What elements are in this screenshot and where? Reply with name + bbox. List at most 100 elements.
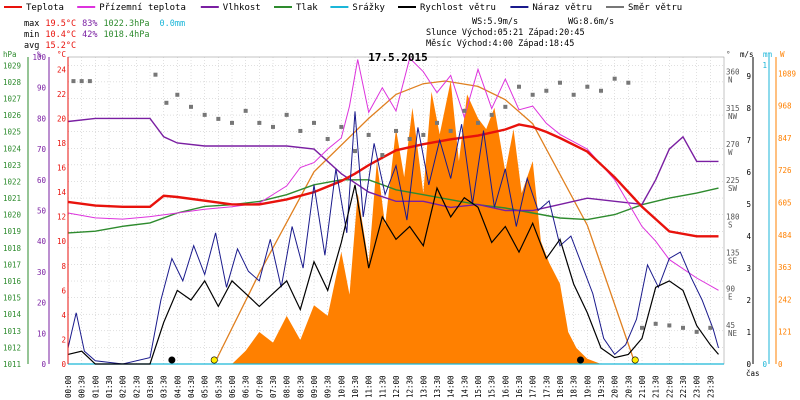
wind-direction-point [626, 80, 631, 85]
x-tick-label: 09:30 [324, 375, 333, 398]
x-tick-label: 16:00 [501, 375, 510, 398]
wind-direction-point [489, 112, 494, 117]
humidity-tick-label: 0 [41, 360, 46, 369]
wind-direction-point [571, 92, 576, 97]
solar-tick-label: 484 [778, 231, 792, 240]
pressure-tick-label: 1021 [3, 194, 21, 203]
pressure-tick-label: 1012 [3, 343, 21, 352]
direction-compass-label: NE [728, 329, 738, 338]
wind-direction-point [339, 124, 344, 129]
x-tick-label: 18:30 [570, 375, 579, 398]
x-tick-label: 08:00 [283, 375, 292, 398]
wind-direction-point [164, 100, 169, 105]
direction-deg-label: 225 [726, 176, 740, 185]
moonset-marker [576, 356, 584, 364]
pressure-tick-label: 1013 [3, 327, 21, 336]
humidity-tick-label: 100 [32, 53, 46, 62]
x-tick-label: 02:30 [132, 375, 141, 398]
wind-direction-point [448, 128, 453, 133]
legend: Teplota Přízemní teplota Vlhkost Tlak Srážky… [4, 3, 682, 13]
wind-speed-line [67, 184, 719, 365]
x-tick-label: 07:00 [255, 375, 264, 398]
x-tick-label: 07:30 [269, 375, 278, 398]
wind-direction-point [394, 128, 398, 133]
x-tick-label: 05:00 [201, 375, 210, 398]
humidity-tick-label: 30 [37, 268, 47, 277]
x-tick-label: 12:00 [392, 375, 401, 398]
wind-direction-point [681, 325, 685, 330]
temp-tick-label: 2 [61, 335, 66, 344]
wind-direction-point [87, 79, 92, 84]
x-tick-label: 14:00 [447, 375, 456, 398]
unit-time: čas [746, 369, 760, 378]
wind-direction-point [558, 80, 562, 85]
temp-tick-label: 12 [57, 213, 66, 222]
direction-deg-label: 45 [726, 321, 735, 330]
direction-compass-label: SE [728, 257, 738, 266]
wind-direction-point [640, 325, 644, 330]
solar-radiation-area [68, 81, 724, 364]
x-tick-label: 00:30 [78, 375, 87, 398]
temp-tick-label: 10 [57, 237, 67, 246]
solar-tick-label: 1089 [778, 69, 796, 78]
wind-direction-point [667, 323, 672, 328]
max-label: max [24, 19, 39, 29]
gust-line [67, 111, 719, 365]
wind-tick-label: 8 [746, 104, 751, 113]
x-tick-label: 15:00 [474, 375, 483, 398]
wind-direction-point [257, 120, 262, 125]
pressure-tick-label: 1014 [3, 310, 22, 319]
pressure-tick-label: 1020 [3, 211, 22, 220]
x-tick-label: 21:30 [652, 375, 661, 398]
x-tick-label: 19:00 [583, 375, 592, 398]
x-tick-label: 17:00 [529, 375, 538, 398]
direction-deg-label: 315 [726, 104, 740, 113]
x-tick-label: 03:30 [160, 375, 169, 398]
wind-direction-point [435, 120, 439, 125]
temp-tick-label: 0 [61, 360, 66, 369]
max-press: 1022.3hPa [103, 19, 149, 29]
x-tick-label: 06:30 [242, 375, 251, 398]
humidity-tick-label: 40 [37, 237, 47, 246]
pressure-tick-label: 1025 [3, 128, 21, 137]
ground-temp-line [67, 57, 719, 291]
humidity-tick-label: 60 [37, 176, 47, 185]
sun-times: Slunce Východ:05:21 Západ:20:45 [426, 28, 585, 38]
wind-direction-point [189, 104, 193, 109]
humidity-tick-label: 90 [37, 84, 47, 93]
wind-direction-point [216, 116, 221, 121]
legend-label: Teplota [26, 3, 64, 13]
wind-tick-label: 2 [746, 296, 751, 305]
moonrise-marker [168, 356, 176, 364]
x-tick-label: 20:00 [611, 375, 620, 398]
wind-direction-point [585, 84, 590, 89]
temp-tick-label: 16 [57, 164, 67, 173]
direction-compass-label: NW [728, 112, 738, 121]
x-tick-label: 13:30 [433, 375, 442, 398]
temp-line [67, 123, 719, 238]
wind-direction-point [325, 136, 330, 141]
series-lines [67, 57, 724, 365]
unit-w: W [780, 50, 785, 59]
max-rain: 0.0mm [160, 19, 186, 29]
wind-gust-stat: WG:8.6m/s [568, 17, 614, 27]
wind-direction-point [243, 108, 248, 113]
wind-direction-point [421, 132, 426, 137]
solar-tick-label: 605 [778, 198, 792, 207]
wind-tick-label: 3 [746, 264, 751, 273]
x-tick-label: 01:00 [91, 375, 100, 398]
avg-label: avg [24, 41, 39, 51]
wind-direction-point [612, 76, 617, 81]
direction-compass-label: W [728, 148, 733, 157]
humidity-line [67, 117, 719, 212]
solar-tick-label: 0 [778, 360, 783, 369]
humidity-tick-label: 80 [37, 114, 47, 123]
wind-tick-label: 9 [746, 72, 751, 81]
wind-direction-point [503, 104, 508, 109]
legend-label: Směr větru [628, 3, 682, 13]
x-tick-label: 20:30 [624, 375, 633, 398]
x-tick-label: 10:00 [337, 375, 346, 398]
